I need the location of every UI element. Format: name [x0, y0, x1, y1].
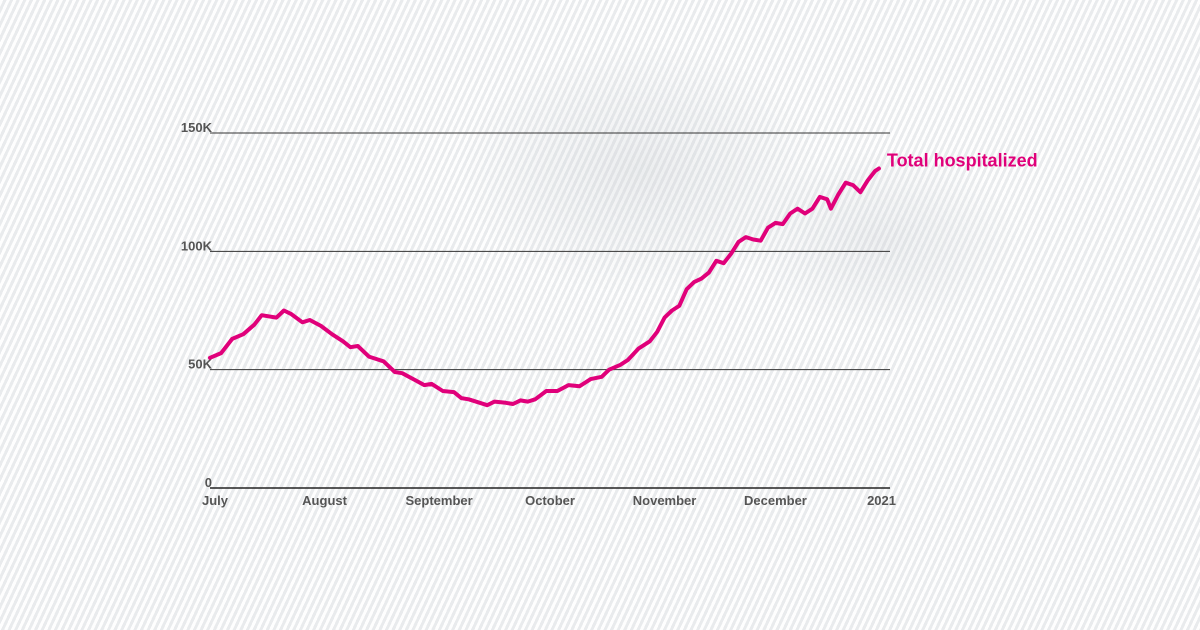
- x-axis-ticks: July August September October November Decemb…: [202, 493, 896, 508]
- x-tick-label: 2021: [867, 493, 896, 508]
- gridlines: [210, 132, 890, 489]
- x-tick-label: December: [744, 493, 807, 508]
- y-tick-label: 150K: [181, 120, 213, 135]
- y-axis-ticks: 0 50K 100K 150K: [181, 120, 213, 490]
- x-tick-label: August: [302, 493, 347, 508]
- x-tick-label: July: [202, 493, 229, 508]
- x-tick-label: November: [633, 493, 697, 508]
- series-label-total-hospitalized: Total hospitalized: [887, 151, 1038, 171]
- y-tick-label: 50K: [188, 357, 212, 372]
- y-tick-label: 100K: [181, 238, 213, 253]
- x-tick-label: September: [406, 493, 473, 508]
- y-tick-label: 0: [205, 475, 212, 490]
- x-tick-label: October: [525, 493, 575, 508]
- series-line-total-hospitalized: [208, 166, 881, 408]
